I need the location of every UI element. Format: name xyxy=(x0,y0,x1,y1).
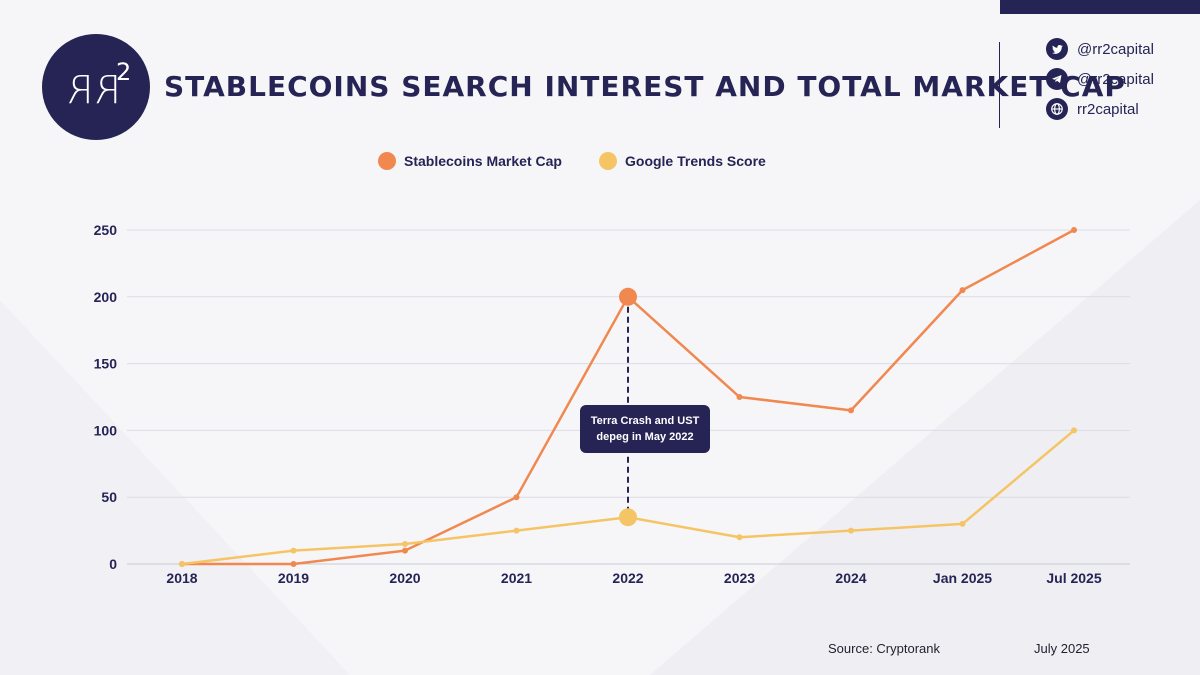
data-point xyxy=(959,287,966,294)
data-point xyxy=(179,561,185,567)
data-point xyxy=(513,494,520,501)
y-tick-label: 50 xyxy=(101,489,117,505)
logo: RR 2 xyxy=(42,34,150,140)
legend-label: Google Trends Score xyxy=(625,153,766,169)
y-tick-label: 150 xyxy=(94,356,118,372)
social-twitter[interactable]: @rr2capital xyxy=(1046,38,1154,60)
x-tick-label: 2020 xyxy=(389,570,420,586)
legend-marker xyxy=(378,152,396,170)
top-accent-bar xyxy=(1000,0,1200,14)
data-point xyxy=(290,547,297,554)
x-tick-label: 2024 xyxy=(835,570,866,586)
data-point xyxy=(736,394,743,400)
x-tick-label: 2018 xyxy=(166,570,197,586)
y-tick-label: 100 xyxy=(94,422,118,438)
data-point xyxy=(736,534,743,541)
logo-superscript: 2 xyxy=(116,58,132,86)
x-tick-label: 2022 xyxy=(612,570,643,586)
data-point xyxy=(848,407,854,414)
data-point xyxy=(402,547,408,554)
data-point xyxy=(513,527,520,534)
social-label: @rr2capital xyxy=(1077,40,1154,58)
twitter-icon xyxy=(1046,38,1068,60)
annotation-box: Terra Crash and UST depeg in May 2022 xyxy=(580,405,710,453)
source-text: Source: Cryptorank xyxy=(828,641,940,656)
y-tick-label: 200 xyxy=(94,289,118,305)
annotation-text: Terra Crash and UST depeg in May 2022 xyxy=(590,415,700,443)
y-tick-label: 0 xyxy=(109,556,117,572)
data-point xyxy=(290,561,297,567)
date-text: July 2025 xyxy=(1034,641,1090,656)
legend-item-market-cap: Stablecoins Market Cap xyxy=(378,152,562,170)
x-tick-label: Jul 2025 xyxy=(1046,570,1101,586)
data-point xyxy=(402,540,408,547)
data-point xyxy=(619,508,637,527)
y-tick-label: 250 xyxy=(94,222,118,238)
data-point xyxy=(959,520,966,527)
data-point xyxy=(1071,227,1077,233)
x-tick-label: 2019 xyxy=(278,570,309,586)
x-tick-label: 2021 xyxy=(501,570,532,586)
social-label: rr2capital xyxy=(1077,100,1139,118)
x-tick-label: 2023 xyxy=(724,570,755,586)
social-telegram[interactable]: @rr2capital xyxy=(1046,68,1154,90)
globe-icon xyxy=(1046,98,1068,120)
data-point xyxy=(619,287,637,306)
x-tick-label: Jan 2025 xyxy=(933,570,992,586)
legend-label: Stablecoins Market Cap xyxy=(404,153,562,169)
data-point xyxy=(848,527,854,534)
telegram-icon xyxy=(1046,68,1068,90)
data-point xyxy=(1071,427,1077,434)
legend-marker xyxy=(599,152,617,170)
header-divider xyxy=(999,42,1000,128)
social-label: @rr2capital xyxy=(1077,70,1154,88)
page-title: STABLECOINS SEARCH INTEREST AND TOTAL MA… xyxy=(164,70,1126,103)
social-website[interactable]: rr2capital xyxy=(1046,98,1139,120)
legend-item-trends: Google Trends Score xyxy=(599,152,766,170)
